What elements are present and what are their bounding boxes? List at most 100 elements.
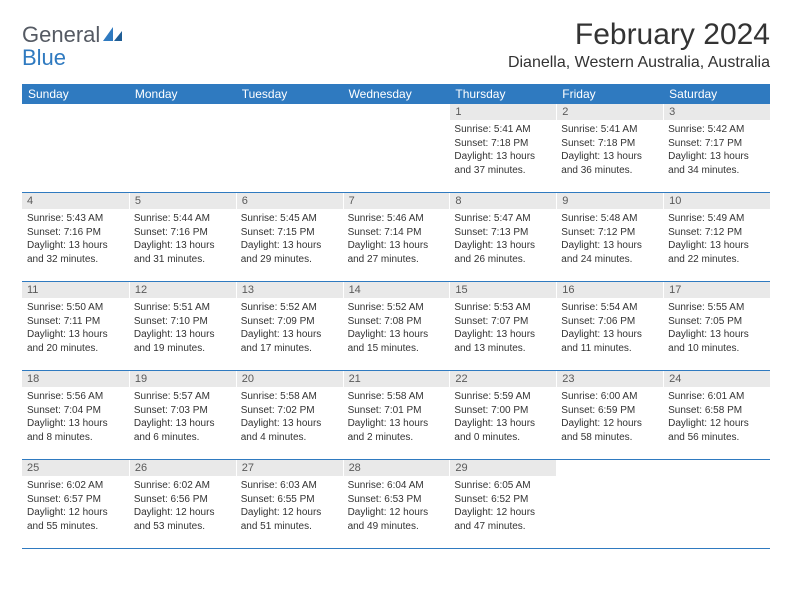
day-number: 8 xyxy=(449,193,556,209)
weekday-header-row: SundayMondayTuesdayWednesdayThursdayFrid… xyxy=(22,84,770,104)
day-details: Sunrise: 5:58 AMSunset: 7:02 PMDaylight:… xyxy=(236,387,343,447)
sunrise-line: Sunrise: 6:00 AM xyxy=(561,390,658,404)
day-number: 17 xyxy=(663,282,770,298)
day-cell: 28Sunrise: 6:04 AMSunset: 6:53 PMDayligh… xyxy=(343,460,450,548)
day-details: Sunrise: 5:42 AMSunset: 7:17 PMDaylight:… xyxy=(663,120,770,180)
sunrise-line: Sunrise: 5:49 AM xyxy=(668,212,765,226)
sunset-line: Sunset: 7:14 PM xyxy=(348,226,445,240)
day-number: 13 xyxy=(236,282,343,298)
daylight-line: Daylight: 13 hours and 27 minutes. xyxy=(348,239,445,266)
day-number: 26 xyxy=(129,460,236,476)
sunset-line: Sunset: 7:16 PM xyxy=(27,226,124,240)
day-number xyxy=(556,460,663,476)
sunrise-line: Sunrise: 6:03 AM xyxy=(241,479,338,493)
sunset-line: Sunset: 6:57 PM xyxy=(27,493,124,507)
daylight-line: Daylight: 12 hours and 51 minutes. xyxy=(241,506,338,533)
day-details: Sunrise: 5:53 AMSunset: 7:07 PMDaylight:… xyxy=(449,298,556,358)
day-details: Sunrise: 5:52 AMSunset: 7:08 PMDaylight:… xyxy=(343,298,450,358)
day-number: 1 xyxy=(449,104,556,120)
day-details: Sunrise: 5:50 AMSunset: 7:11 PMDaylight:… xyxy=(22,298,129,358)
day-cell: 23 Sunrise: 6:00 AMSunset: 6:59 PMDayligh… xyxy=(556,371,663,459)
sunrise-line: Sunrise: 5:45 AM xyxy=(241,212,338,226)
day-number: 10 xyxy=(663,193,770,209)
day-number: 25 xyxy=(22,460,129,476)
day-cell: 25Sunrise: 6:02 AMSunset: 6:57 PMDayligh… xyxy=(22,460,129,548)
day-number: 2 xyxy=(556,104,663,120)
sunrise-line: Sunrise: 5:47 AM xyxy=(454,212,551,226)
brand-word-2: Blue xyxy=(22,45,66,70)
day-number: 23 xyxy=(556,371,663,387)
sunset-line: Sunset: 6:52 PM xyxy=(454,493,551,507)
day-details: Sunrise: 5:59 AMSunset: 7:00 PMDaylight:… xyxy=(449,387,556,447)
day-number xyxy=(22,104,129,120)
sunset-line: Sunset: 7:03 PM xyxy=(134,404,231,418)
weekday-header: Friday xyxy=(556,84,663,104)
day-cell: 19 Sunrise: 5:57 AMSunset: 7:03 PMDayligh… xyxy=(129,371,236,459)
sunset-line: Sunset: 6:59 PM xyxy=(561,404,658,418)
day-number: 16 xyxy=(556,282,663,298)
sunset-line: Sunset: 6:55 PM xyxy=(241,493,338,507)
month-title: February 2024 xyxy=(508,18,770,52)
day-cell: 27Sunrise: 6:03 AMSunset: 6:55 PMDayligh… xyxy=(236,460,343,548)
day-cell: 4Sunrise: 5:43 AMSunset: 7:16 PMDaylight… xyxy=(22,193,129,281)
day-number: 9 xyxy=(556,193,663,209)
sunset-line: Sunset: 7:10 PM xyxy=(134,315,231,329)
sunset-line: Sunset: 6:56 PM xyxy=(134,493,231,507)
day-details: Sunrise: 5:51 AMSunset: 7:10 PMDaylight:… xyxy=(129,298,236,358)
day-details: Sunrise: 5:41 AMSunset: 7:18 PMDaylight:… xyxy=(556,120,663,180)
day-cell: 17Sunrise: 5:55 AMSunset: 7:05 PMDayligh… xyxy=(663,282,770,370)
empty-day-cell xyxy=(556,460,663,548)
sunrise-line: Sunrise: 5:52 AM xyxy=(241,301,338,315)
sunrise-line: Sunrise: 5:55 AM xyxy=(668,301,765,315)
day-number: 24 xyxy=(663,371,770,387)
sunrise-line: Sunrise: 5:41 AM xyxy=(561,123,658,137)
sunrise-line: Sunrise: 5:57 AM xyxy=(134,390,231,404)
day-details: Sunrise: 5:49 AMSunset: 7:12 PMDaylight:… xyxy=(663,209,770,269)
day-number: 20 xyxy=(236,371,343,387)
sunrise-line: Sunrise: 6:01 AM xyxy=(668,390,765,404)
sunrise-line: Sunrise: 5:58 AM xyxy=(348,390,445,404)
day-cell: 21Sunrise: 5:58 AMSunset: 7:01 PMDayligh… xyxy=(343,371,450,459)
day-number: 21 xyxy=(343,371,450,387)
day-number xyxy=(236,104,343,120)
day-details: Sunrise: 6:03 AMSunset: 6:55 PMDaylight:… xyxy=(236,476,343,536)
empty-day-cell xyxy=(663,460,770,548)
day-cell: 9Sunrise: 5:48 AMSunset: 7:12 PMDaylight… xyxy=(556,193,663,281)
calendar: SundayMondayTuesdayWednesdayThursdayFrid… xyxy=(22,84,770,549)
daylight-line: Daylight: 13 hours and 8 minutes. xyxy=(27,417,124,444)
day-number: 19 xyxy=(129,371,236,387)
daylight-line: Daylight: 12 hours and 58 minutes. xyxy=(561,417,658,444)
weekday-header: Saturday xyxy=(663,84,770,104)
sunrise-line: Sunrise: 5:53 AM xyxy=(454,301,551,315)
sunrise-line: Sunrise: 5:44 AM xyxy=(134,212,231,226)
day-cell: 13Sunrise: 5:52 AMSunset: 7:09 PMDayligh… xyxy=(236,282,343,370)
day-number xyxy=(129,104,236,120)
day-number: 14 xyxy=(343,282,450,298)
day-cell: 6Sunrise: 5:45 AMSunset: 7:15 PMDaylight… xyxy=(236,193,343,281)
title-block: February 2024 Dianella, Western Australi… xyxy=(508,18,770,72)
weekday-header: Monday xyxy=(129,84,236,104)
day-cell: 14Sunrise: 5:52 AMSunset: 7:08 PMDayligh… xyxy=(343,282,450,370)
day-details: Sunrise: 5:47 AMSunset: 7:13 PMDaylight:… xyxy=(449,209,556,269)
day-cell: 1Sunrise: 5:41 AMSunset: 7:18 PMDaylight… xyxy=(449,104,556,192)
daylight-line: Daylight: 12 hours and 55 minutes. xyxy=(27,506,124,533)
daylight-line: Daylight: 13 hours and 6 minutes. xyxy=(134,417,231,444)
day-details: Sunrise: 5:58 AMSunset: 7:01 PMDaylight:… xyxy=(343,387,450,447)
week-row: 4 Sunrise: 5:43 AMSunset: 7:16 PM Daylight… xyxy=(22,193,770,282)
day-cell: 15Sunrise: 5:53 AMSunset: 7:07 PMDayligh… xyxy=(449,282,556,370)
day-cell: 2Sunrise: 5:41 AMSunset: 7:18 PMDaylight… xyxy=(556,104,663,192)
sunset-line: Sunset: 6:58 PM xyxy=(668,404,765,418)
sunset-line: Sunset: 7:11 PM xyxy=(27,315,124,329)
day-number: 5 xyxy=(129,193,236,209)
weekday-header: Thursday xyxy=(449,84,556,104)
sunrise-line: Sunrise: 5:43 AM xyxy=(27,212,124,226)
day-cell: 22Sunrise: 5:59 AMSunset: 7:00 PMDayligh… xyxy=(449,371,556,459)
day-cell: 18Sunrise: 5:56 AMSunset: 7:04 PMDayligh… xyxy=(22,371,129,459)
calendar-weeks: 1Sunrise: 5:41 AMSunset: 7:18 PMDaylight… xyxy=(22,104,770,549)
day-number: 4 xyxy=(22,193,129,209)
daylight-line: Daylight: 12 hours and 49 minutes. xyxy=(348,506,445,533)
sunrise-line: Sunrise: 6:04 AM xyxy=(348,479,445,493)
sunset-line: Sunset: 7:07 PM xyxy=(454,315,551,329)
weekday-header: Wednesday xyxy=(343,84,450,104)
daylight-line: Daylight: 13 hours and 34 minutes. xyxy=(668,150,765,177)
